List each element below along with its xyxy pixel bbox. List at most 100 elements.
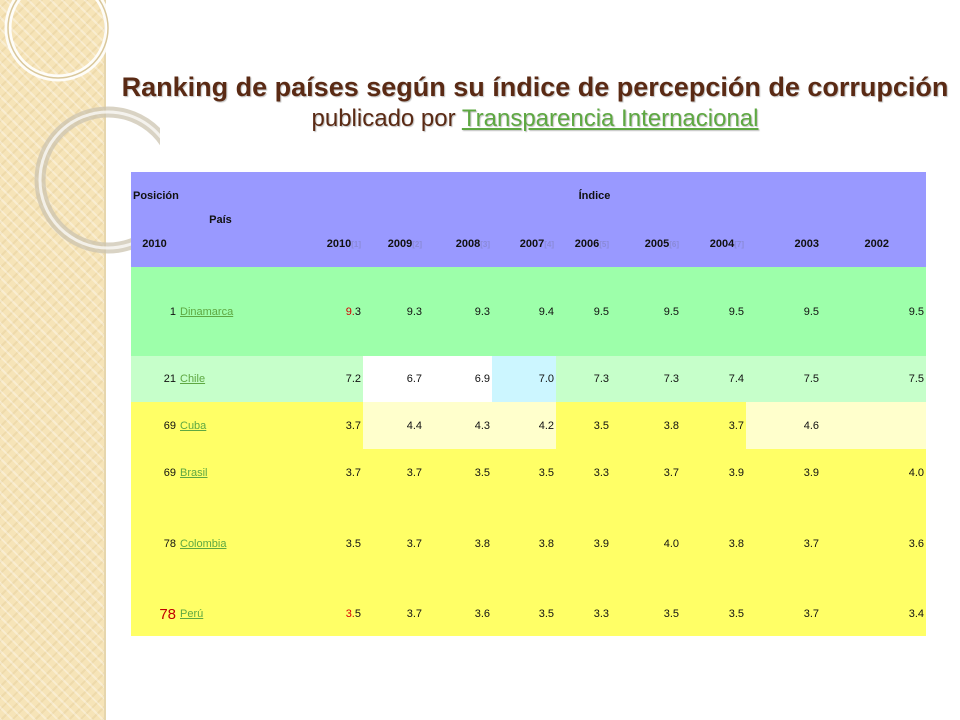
transparencia-link[interactable]: Transparencia Internacional xyxy=(461,105,759,132)
value-2008: 9.3 xyxy=(424,267,492,356)
value-2004: 3.8 xyxy=(681,496,746,592)
country-cell: Perú xyxy=(178,592,263,636)
rank-cell: 78 xyxy=(131,496,178,592)
value-2004: 3.5 xyxy=(681,592,746,636)
value-2006: 3.3 xyxy=(556,449,611,496)
header-year-2010: 2010[1] xyxy=(263,220,363,267)
value-2004: 3.7 xyxy=(681,402,746,449)
rank-cell: 21 xyxy=(131,356,178,402)
corruption-ranking-table: Posición País Índice 2010 2010[1] 2009[2… xyxy=(131,172,927,636)
table-row: 78 Colombia 3.5 3.7 3.8 3.8 3.9 4.0 3.8 … xyxy=(131,496,927,592)
value-2009: 4.4 xyxy=(363,402,424,449)
country-cell: Chile xyxy=(178,356,263,402)
value-2009: 6.7 xyxy=(363,356,424,402)
value-2008: 3.5 xyxy=(424,449,492,496)
ref-link[interactable]: [2] xyxy=(412,239,422,249)
country-link[interactable]: Chile xyxy=(180,373,206,385)
value-2007: 7.0 xyxy=(492,356,556,402)
country-link[interactable]: Cuba xyxy=(180,419,207,432)
slide-title: Ranking de países según su índice de per… xyxy=(110,70,960,134)
value-2007: 3.5 xyxy=(492,592,556,636)
value-2003: 9.5 xyxy=(746,267,821,356)
country-link[interactable]: Colombia xyxy=(180,538,227,550)
value-2002 xyxy=(821,402,927,449)
header-year-2005: 2005[6] xyxy=(611,220,681,267)
rank-cell: 1 xyxy=(131,267,178,356)
table-row: 69 Cuba 3.7 4.4 4.3 4.2 3.5 3.8 3.7 4.6 xyxy=(131,402,927,449)
value-2004: 3.9 xyxy=(681,449,746,496)
header-pais: País xyxy=(178,172,263,267)
value-2005: 9.5 xyxy=(611,267,681,356)
value-2010: 3.7 xyxy=(263,402,363,449)
ref-link[interactable]: [6] xyxy=(669,239,679,249)
value-2008: 4.3 xyxy=(424,402,492,449)
decorative-side-band xyxy=(0,0,106,720)
value-2010: 3.5 xyxy=(263,496,363,592)
value-2009: 9.3 xyxy=(363,267,424,356)
value-2002: 7.5 xyxy=(821,356,927,402)
value-2006: 3.9 xyxy=(556,496,611,592)
header-year-2009: 2009[2] xyxy=(363,220,424,267)
header-indice: Índice xyxy=(263,172,927,220)
value-2010: 3.5 xyxy=(263,592,363,636)
country-link[interactable]: Brasil xyxy=(180,466,208,479)
value-2007: 3.8 xyxy=(492,496,556,592)
header-year-2007: 2007[4] xyxy=(492,220,556,267)
value-2006: 9.5 xyxy=(556,267,611,356)
ref-link[interactable]: [4] xyxy=(544,239,554,249)
rank-cell: 69 xyxy=(131,402,178,449)
value-2007: 3.5 xyxy=(492,449,556,496)
country-link[interactable]: Dinamarca xyxy=(180,305,234,318)
value-2005: 3.5 xyxy=(611,592,681,636)
value-2003: 3.7 xyxy=(746,496,821,592)
value-2010: 3.7 xyxy=(263,449,363,496)
table-row: 78 Perú 3.5 3.7 3.6 3.5 3.3 3.5 3.5 3.7 … xyxy=(131,592,927,636)
value-2003: 3.7 xyxy=(746,592,821,636)
value-2009: 3.7 xyxy=(363,449,424,496)
value-2006: 3.3 xyxy=(556,592,611,636)
value-2002: 3.4 xyxy=(821,592,927,636)
value-2003: 7.5 xyxy=(746,356,821,402)
table-row: 21 Chile 7.2 6.7 6.9 7.0 7.3 7.3 7.4 7.5… xyxy=(131,356,927,402)
value-2002: 3.6 xyxy=(821,496,927,592)
header-posicion-year: 2010 xyxy=(131,220,178,267)
header-row-years: 2010 2010[1] 2009[2] 2008[3] 2007[4] 200… xyxy=(131,220,927,267)
rank-cell: 78 xyxy=(131,592,178,636)
country-link[interactable]: Perú xyxy=(180,608,204,620)
value-2008: 3.6 xyxy=(424,592,492,636)
header-year-2006: 2006[5] xyxy=(556,220,611,267)
value-2005: 7.3 xyxy=(611,356,681,402)
value-2005: 3.8 xyxy=(611,402,681,449)
value-2004: 7.4 xyxy=(681,356,746,402)
ref-link[interactable]: [5] xyxy=(599,239,609,249)
value-2008: 3.8 xyxy=(424,496,492,592)
value-2008: 6.9 xyxy=(424,356,492,402)
header-posicion: Posición xyxy=(131,172,179,220)
ref-link[interactable]: [3] xyxy=(480,239,490,249)
header-year-2004: 2004[7] xyxy=(681,220,746,267)
value-2005: 3.7 xyxy=(611,449,681,496)
value-2002: 9.5 xyxy=(821,267,927,356)
ref-link[interactable]: [7] xyxy=(734,239,744,249)
value-2003: 3.9 xyxy=(746,449,821,496)
value-2009: 3.7 xyxy=(363,592,424,636)
title-main: Ranking de países según su índice de per… xyxy=(121,72,949,102)
header-year-2003: 2003 xyxy=(746,220,821,267)
value-2003: 4.6 xyxy=(746,402,821,449)
country-cell: Dinamarca xyxy=(178,267,263,356)
value-2010: 9.3 xyxy=(263,267,363,356)
value-2005: 4.0 xyxy=(611,496,681,592)
header-row-top: Posición País Índice xyxy=(131,172,927,267)
rank-cell: 69 xyxy=(131,449,178,496)
value-2006: 3.5 xyxy=(556,402,611,449)
country-cell: Colombia xyxy=(178,496,263,592)
ref-link[interactable]: [1] xyxy=(351,239,361,249)
country-cell: Brasil xyxy=(178,449,263,496)
title-subtitle: publicado por Transparencia Internaciona… xyxy=(110,104,960,134)
value-2002: 4.0 xyxy=(821,449,927,496)
table-row: 1 Dinamarca 9.3 9.3 9.3 9.4 9.5 9.5 9.5 … xyxy=(131,267,927,356)
value-2006: 7.3 xyxy=(556,356,611,402)
value-2009: 3.7 xyxy=(363,496,424,592)
header-spacer xyxy=(891,220,927,267)
value-2007: 4.2 xyxy=(492,402,556,449)
